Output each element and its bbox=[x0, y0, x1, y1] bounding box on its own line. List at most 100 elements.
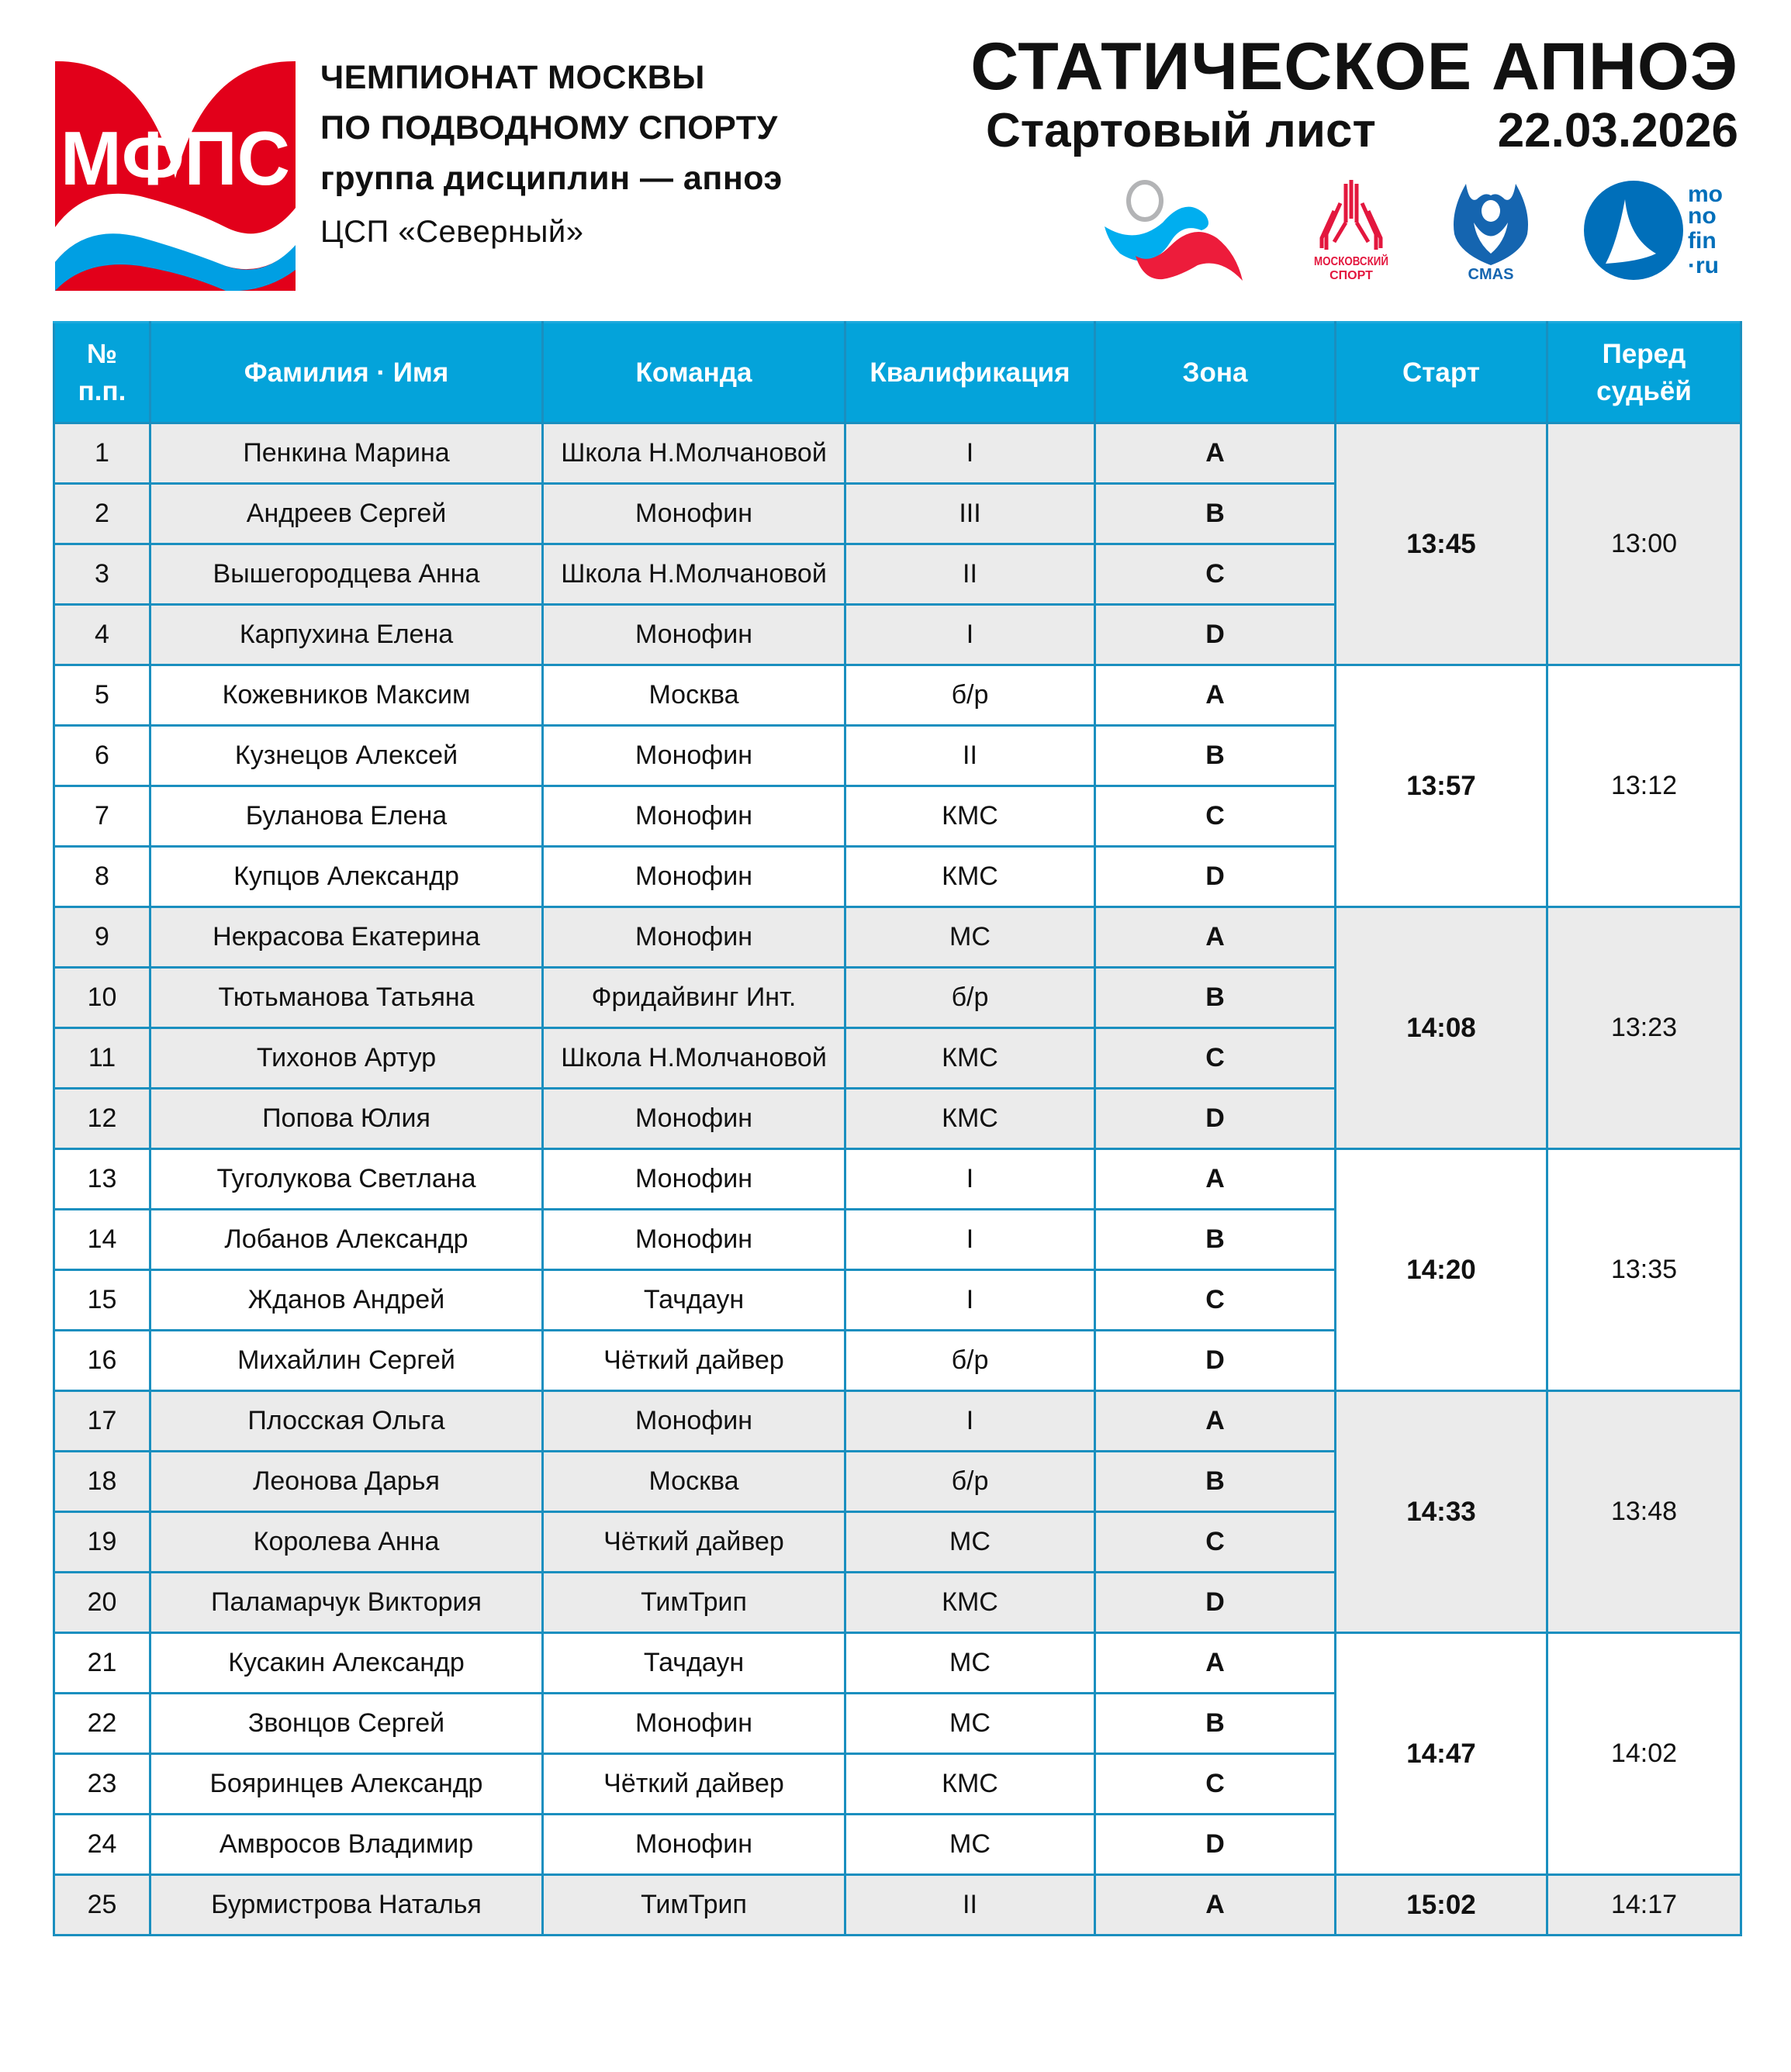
row-number: 10 bbox=[53, 966, 151, 1029]
table-row: 13 Туголукова Светлана Монофин I A 14:20 13:35 bbox=[53, 1148, 1742, 1392]
team: Тачдаун bbox=[541, 1632, 846, 1694]
before-judge-time: 14:02 bbox=[1546, 1632, 1742, 1876]
table-row: 23 Бояринцев Александр Чёткий дайвер КМС C bbox=[53, 1753, 1741, 1815]
qualification: КМС bbox=[844, 1753, 1096, 1815]
zone: C bbox=[1094, 1269, 1336, 1331]
table-row: 2 Андреев Сергей Монофин III B bbox=[53, 482, 1741, 545]
athlete-name: Буланова Елена bbox=[149, 785, 544, 848]
qualification: б/р bbox=[844, 664, 1096, 727]
zone: D bbox=[1094, 1087, 1336, 1150]
start-time: 14:20 bbox=[1334, 1148, 1548, 1392]
header-qualification: Квалификация bbox=[844, 321, 1096, 424]
team: Чёткий дайвер bbox=[541, 1753, 846, 1815]
start-time: 13:57 bbox=[1334, 664, 1548, 908]
team: Тачдаун bbox=[541, 1269, 846, 1331]
athlete-name: Паламарчук Виктория bbox=[149, 1571, 544, 1634]
before-judge-time: 13:35 bbox=[1546, 1148, 1742, 1392]
table-row: 6 Кузнецов Алексей Монофин II B bbox=[53, 724, 1741, 787]
monofin-logo: mo no fin ·ru bbox=[1584, 181, 1723, 280]
organizer-block: ЧЕМПИОНАТ МОСКВЫ ПО ПОДВОДНОМУ СПОРТУ гр… bbox=[320, 53, 783, 257]
athlete-name: Тихонов Артур bbox=[149, 1027, 544, 1090]
row-number: 2 bbox=[53, 482, 151, 545]
event-title-line2: ПО ПОДВОДНОМУ СПОРТУ bbox=[320, 109, 778, 147]
team: Чёткий дайвер bbox=[541, 1329, 846, 1392]
team: Монофин bbox=[541, 906, 846, 969]
athlete-name: Кузнецов Алексей bbox=[149, 724, 544, 787]
row-number: 21 bbox=[53, 1632, 151, 1694]
athlete-name: Лобанов Александр bbox=[149, 1208, 544, 1271]
qualification: III bbox=[844, 482, 1096, 545]
row-number: 14 bbox=[53, 1208, 151, 1271]
team: ТимТрип bbox=[541, 1571, 846, 1634]
row-number: 5 bbox=[53, 664, 151, 727]
athlete-name: Амвросов Владимир bbox=[149, 1813, 544, 1876]
table-row: 18 Леонова Дарья Москва б/р B bbox=[53, 1450, 1741, 1513]
zone: D bbox=[1094, 603, 1336, 666]
zone: C bbox=[1094, 785, 1336, 848]
table-row: 8 Купцов Александр Монофин КМС D bbox=[53, 845, 1741, 908]
start-time: 13:45 bbox=[1334, 422, 1548, 666]
athlete-name: Звонцов Сергей bbox=[149, 1692, 544, 1755]
qualification: I bbox=[844, 1269, 1096, 1331]
athlete-name: Вышегородцева Анна bbox=[149, 543, 544, 606]
team: Монофин bbox=[541, 603, 846, 666]
zone: C bbox=[1094, 1753, 1336, 1815]
qualification: б/р bbox=[844, 1329, 1096, 1392]
qualification: II bbox=[844, 1873, 1096, 1936]
qualification: МС bbox=[844, 1511, 1096, 1573]
header-name: Фамилия · Имя bbox=[149, 321, 544, 424]
start-time: 15:02 bbox=[1334, 1873, 1548, 1936]
zone: A bbox=[1094, 1632, 1336, 1694]
header-number: № п.п. bbox=[53, 321, 151, 424]
athlete-name: Кожевников Максим bbox=[149, 664, 544, 727]
start-list-table: № п.п. Фамилия · Имя Команда Квалификация… bbox=[53, 321, 1742, 1936]
row-number: 17 bbox=[53, 1390, 151, 1452]
zone: A bbox=[1094, 664, 1336, 727]
row-number: 9 bbox=[53, 906, 151, 969]
zone: A bbox=[1094, 906, 1336, 969]
table-row: 24 Амвросов Владимир Монофин МС D bbox=[53, 1813, 1741, 1876]
team: Чёткий дайвер bbox=[541, 1511, 846, 1573]
start-time: 14:47 bbox=[1334, 1632, 1548, 1876]
qualification: I bbox=[844, 1208, 1096, 1271]
athlete-name: Купцов Александр bbox=[149, 845, 544, 908]
zone: B bbox=[1094, 1450, 1336, 1513]
zone: A bbox=[1094, 422, 1336, 485]
athlete-name: Пенкина Марина bbox=[149, 422, 544, 485]
athlete-name: Андреев Сергей bbox=[149, 482, 544, 545]
athlete-name: Плосская Ольга bbox=[149, 1390, 544, 1452]
team: ТимТрип bbox=[541, 1873, 846, 1936]
row-number: 1 bbox=[53, 422, 151, 485]
table-row: 7 Буланова Елена Монофин КМС C bbox=[53, 785, 1741, 848]
before-judge-time: 13:48 bbox=[1546, 1390, 1742, 1634]
cmas-text: CMAS bbox=[1468, 266, 1514, 281]
qualification: I bbox=[844, 603, 1096, 666]
qualification: II bbox=[844, 543, 1096, 606]
row-number: 12 bbox=[53, 1087, 151, 1150]
table-row: 14 Лобанов Александр Монофин I B bbox=[53, 1208, 1741, 1271]
header-zone: Зона bbox=[1094, 321, 1336, 424]
team: Монофин bbox=[541, 1208, 846, 1271]
row-number: 13 bbox=[53, 1148, 151, 1210]
row-number: 11 bbox=[53, 1027, 151, 1090]
zone: B bbox=[1094, 724, 1336, 787]
row-number: 19 bbox=[53, 1511, 151, 1573]
athlete-name: Бояринцев Александр bbox=[149, 1753, 544, 1815]
row-number: 25 bbox=[53, 1873, 151, 1936]
table-row: 11 Тихонов Артур Школа Н.Молчановой КМС C bbox=[53, 1027, 1741, 1090]
zone: D bbox=[1094, 1571, 1336, 1634]
qualification: I bbox=[844, 422, 1096, 485]
row-number: 16 bbox=[53, 1329, 151, 1392]
venue: ЦСП «Северный» bbox=[320, 215, 584, 249]
qualification: I bbox=[844, 1148, 1096, 1210]
row-number: 23 bbox=[53, 1753, 151, 1815]
table-body: 1 Пенкина Марина Школа Н.Молчановой I A 13:45… bbox=[53, 422, 1742, 1936]
team: Школа Н.Молчановой bbox=[541, 422, 846, 485]
monofin-text-4: ·ru bbox=[1688, 253, 1719, 278]
qualification: КМС bbox=[844, 785, 1096, 848]
zone: C bbox=[1094, 543, 1336, 606]
row-number: 20 bbox=[53, 1571, 151, 1634]
athlete-name: Жданов Андрей bbox=[149, 1269, 544, 1331]
monofin-text-3: fin bbox=[1688, 228, 1717, 254]
event-title-line1: ЧЕМПИОНАТ МОСКВЫ bbox=[320, 59, 705, 96]
